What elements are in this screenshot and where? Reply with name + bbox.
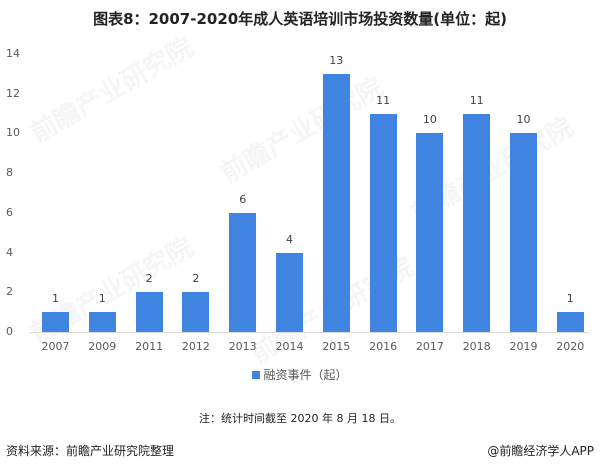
bar (182, 292, 210, 332)
y-tick-label: 8 (6, 166, 13, 180)
x-tick-label: 2014 (275, 340, 304, 353)
y-tick-label: 4 (6, 245, 13, 259)
x-tick-label: 2018 (462, 340, 491, 353)
y-tick-label: 2 (6, 285, 13, 299)
bar-chart: 前瞻产业研究院 前瞻产业研究院 前瞻产业研究院 前瞻产业研究院 前瞻产业研究院 … (0, 32, 600, 369)
data-label: 1 (566, 292, 574, 306)
data-label: 10 (422, 113, 437, 127)
data-label: 2 (192, 272, 200, 286)
bar (135, 292, 163, 332)
bar (88, 312, 116, 332)
bar (229, 212, 257, 332)
data-label: 2 (145, 272, 153, 286)
x-tick-label: 2020 (556, 340, 585, 353)
x-tick-label: 2012 (181, 340, 210, 353)
data-label: 1 (52, 292, 59, 306)
x-tick-label: 2011 (135, 340, 164, 353)
bar (556, 312, 584, 332)
x-tick-label: 2013 (228, 340, 257, 353)
bar (463, 113, 491, 332)
data-label: 4 (286, 232, 293, 246)
x-tick-label: 2016 (369, 340, 398, 353)
y-tick-label: 6 (6, 205, 13, 219)
x-tick-label: 2009 (88, 340, 117, 353)
legend: 融资事件（起） (0, 366, 600, 383)
y-tick-label: 0 (6, 325, 13, 338)
source-text: 资料来源：前瞻产业研究院整理 (6, 444, 175, 458)
x-tick-label: 2017 (415, 340, 444, 353)
data-label: 11 (376, 93, 391, 107)
bar (322, 73, 350, 332)
y-tick-label: 10 (6, 126, 20, 140)
brand-text: @前瞻经济学人APP (487, 444, 594, 458)
x-axis-line (30, 332, 590, 333)
data-label: 1 (98, 292, 106, 306)
legend-label: 融资事件（起） (263, 368, 348, 382)
y-tick-label: 12 (6, 86, 20, 100)
chart-title: 图表8：2007-2020年成人英语培训市场投资数量(单位：起) (93, 10, 507, 28)
bar (510, 133, 537, 332)
x-tick-label: 2019 (509, 340, 538, 353)
legend-swatch (252, 371, 261, 379)
bar (42, 312, 69, 332)
data-label: 6 (239, 192, 247, 206)
bar (276, 252, 303, 332)
y-tick-label: 14 (6, 47, 20, 60)
data-label: 13 (329, 53, 344, 67)
data-label: 11 (469, 93, 484, 107)
data-label: 10 (516, 113, 531, 127)
watermark: 前瞻产业研究院 (25, 32, 199, 150)
footnote: 注：统计时间截至 2020 年 8 月 18 日。 (199, 412, 401, 425)
bar (416, 133, 444, 332)
bar (369, 113, 397, 332)
x-tick-label: 2007 (41, 340, 70, 353)
watermark: 前瞻产业研究院 (215, 72, 389, 190)
x-tick-label: 2015 (322, 340, 351, 353)
